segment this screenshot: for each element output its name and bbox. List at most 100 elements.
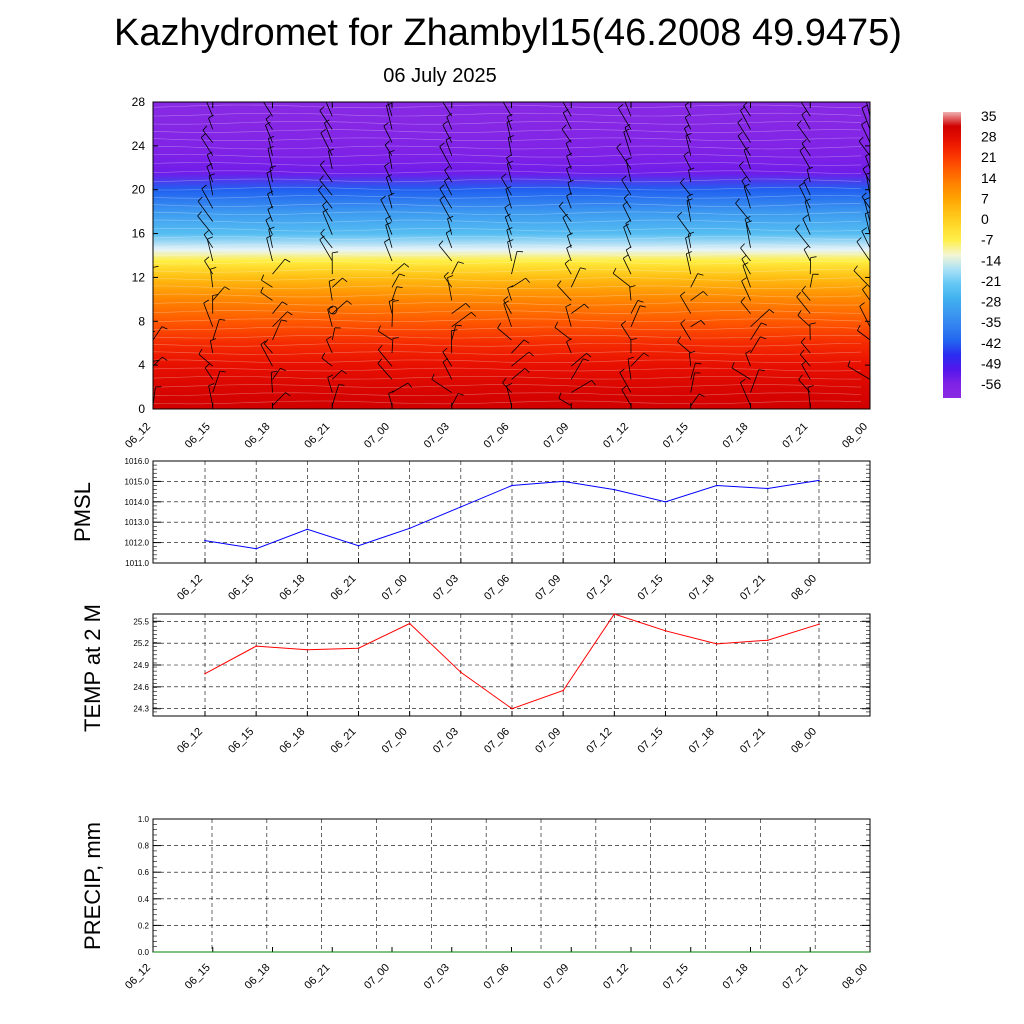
x-tick-label: 07_09 bbox=[541, 421, 571, 451]
wind-barb-feather bbox=[523, 339, 530, 344]
wind-barb bbox=[630, 305, 641, 327]
wind-barb bbox=[206, 102, 214, 117]
wind-barb bbox=[571, 380, 592, 393]
wind-barb-feather bbox=[320, 78, 325, 82]
wind-barb bbox=[511, 277, 526, 288]
wind-barb bbox=[740, 110, 751, 130]
wind-barb bbox=[388, 195, 393, 209]
wind-barb bbox=[391, 102, 393, 104]
x-tick-label: 06_15 bbox=[226, 573, 256, 603]
wind-barb bbox=[869, 405, 870, 406]
wind-barb-feather bbox=[862, 285, 867, 290]
wind-barb-feather bbox=[743, 146, 750, 151]
wind-barb bbox=[862, 168, 870, 183]
wind-barb-feather bbox=[612, 267, 617, 274]
wind-barb-feather bbox=[698, 393, 705, 397]
x-tick-label: 06_15 bbox=[226, 726, 256, 756]
wind-barb bbox=[391, 263, 405, 275]
wind-barb-feather bbox=[684, 124, 690, 129]
wind-barb bbox=[558, 206, 572, 222]
wind-barb bbox=[331, 327, 336, 341]
wind-barb bbox=[391, 338, 394, 354]
wind-barb bbox=[212, 319, 220, 341]
wind-barb bbox=[869, 364, 870, 367]
wind-barb bbox=[506, 385, 512, 406]
data-point bbox=[204, 672, 206, 675]
wind-barb bbox=[445, 232, 453, 248]
wind-barb bbox=[677, 216, 692, 235]
wind-barb-feather bbox=[319, 235, 325, 241]
wind-barb bbox=[690, 363, 696, 380]
wind-barb-feather bbox=[507, 285, 514, 289]
wind-barb bbox=[809, 102, 811, 104]
wind-barb-feather bbox=[266, 235, 273, 239]
wind-barb bbox=[200, 137, 214, 156]
wind-barb bbox=[685, 237, 692, 262]
wind-barb bbox=[153, 180, 154, 183]
wind-barb bbox=[210, 269, 214, 288]
y-tick-label: 1012.0 bbox=[125, 539, 150, 548]
isotherm-line bbox=[153, 293, 862, 298]
x-tick-label: 06_18 bbox=[277, 573, 307, 603]
wind-barb bbox=[806, 169, 811, 183]
data-point bbox=[715, 484, 718, 487]
wind-barb-feather bbox=[695, 362, 702, 365]
wind-barb bbox=[566, 155, 572, 170]
wind-barb bbox=[447, 218, 453, 235]
wind-barb bbox=[561, 128, 572, 143]
wind-barb-feather bbox=[439, 92, 443, 96]
wind-barb bbox=[689, 102, 692, 104]
wind-barb bbox=[622, 205, 632, 222]
wind-barb-feather bbox=[566, 165, 572, 170]
wind-barb bbox=[869, 102, 870, 104]
wind-barb bbox=[451, 311, 472, 328]
wind-barb bbox=[320, 132, 333, 156]
wind-barb bbox=[384, 144, 393, 156]
isotherm-line bbox=[153, 252, 862, 257]
wind-barb-feather bbox=[319, 106, 325, 111]
wind-barb-feather bbox=[268, 135, 275, 139]
wind-barb bbox=[153, 167, 154, 169]
wind-barb-feather bbox=[341, 369, 347, 375]
wind-barb-feather bbox=[503, 300, 510, 304]
wind-barb bbox=[567, 235, 572, 248]
wind-barb-feather bbox=[684, 113, 691, 118]
y-tick-label: 24 bbox=[132, 139, 146, 153]
wind-barb-feather bbox=[760, 336, 767, 340]
wind-barb-feather bbox=[554, 321, 559, 328]
wind-barb bbox=[690, 291, 704, 301]
wind-barb bbox=[562, 102, 572, 117]
wind-barb bbox=[388, 301, 393, 314]
x-tick-label: 06_12 bbox=[123, 421, 153, 451]
isotherm-line bbox=[153, 178, 862, 183]
wind-barb bbox=[624, 102, 632, 117]
wind-barb-feather bbox=[583, 358, 590, 362]
colorbar-label: -35 bbox=[981, 314, 1001, 330]
wind-barb bbox=[208, 385, 214, 406]
wind-barb-feather bbox=[799, 182, 805, 187]
wind-barb bbox=[562, 112, 572, 130]
wind-barb-feather bbox=[380, 195, 386, 201]
wind-barb bbox=[743, 149, 751, 170]
wind-barb bbox=[502, 102, 512, 117]
wind-barb bbox=[444, 180, 453, 196]
wind-barb bbox=[619, 372, 632, 393]
wind-barb-feather bbox=[384, 140, 390, 146]
wind-barb bbox=[511, 368, 526, 380]
x-tick-label: 06_21 bbox=[302, 421, 332, 451]
wind-barb-feather bbox=[384, 162, 390, 167]
wind-barb-feather bbox=[621, 385, 627, 391]
wind-barb bbox=[444, 169, 453, 183]
wind-barb-feather bbox=[320, 160, 325, 166]
wind-barb-feather bbox=[318, 185, 323, 191]
wind-barb bbox=[197, 201, 214, 222]
wind-barb bbox=[442, 351, 453, 367]
wind-barb bbox=[447, 277, 453, 301]
wind-barb-feather bbox=[392, 300, 399, 302]
wind-barb-feather bbox=[263, 338, 269, 345]
wind-barb-feather bbox=[525, 277, 530, 283]
wind-barb-feather bbox=[320, 128, 326, 134]
wind-barb-feather bbox=[162, 356, 168, 361]
wind-barb-feather bbox=[263, 97, 268, 101]
